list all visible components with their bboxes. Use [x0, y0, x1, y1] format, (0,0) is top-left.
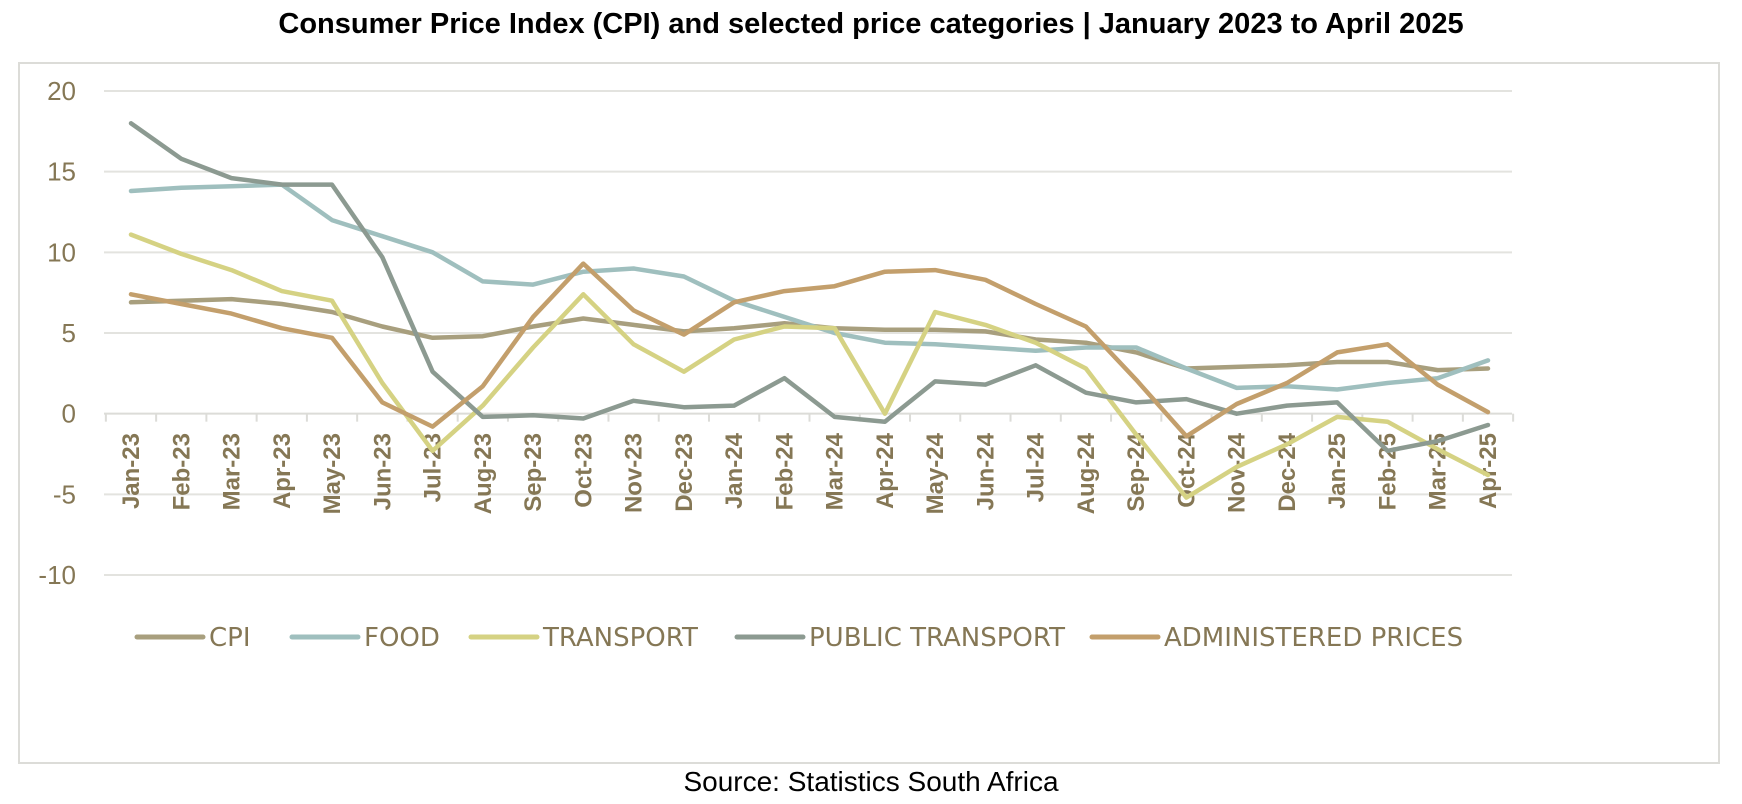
chart-frame: 20 15 10 5 0 -5 -10 Jan-23 Feb-23 Mar-23 Apr-23 Ma…	[18, 62, 1720, 764]
x-tick-label: Jun-23	[369, 433, 396, 510]
x-tick-label: Oct-23	[570, 433, 597, 508]
y-tick-label: 5	[62, 318, 76, 348]
x-tick-label: Jul-24	[1023, 432, 1050, 502]
chart-title: Consumer Price Index (CPI) and selected …	[278, 8, 1464, 40]
x-tick-label: May-23	[319, 433, 346, 514]
series-line-public-transport	[128, 121, 1491, 454]
x-tick-label: Mar-24	[822, 432, 849, 510]
source-note: Source: Statistics South Africa	[683, 766, 1059, 797]
legend-item: PUBLIC TRANSPORT	[734, 623, 1065, 653]
series-lines	[128, 121, 1491, 500]
x-axis-ticks: Jan-23 Feb-23 Mar-23 Apr-23 May-23 Jun-23 Jul-…	[118, 432, 1502, 514]
y-tick-label: 20	[47, 76, 76, 106]
legend: CPI FOOD TRANSPORT PUBLIC TRANSPORT ADMINIST…	[134, 623, 1463, 653]
series-line-transport	[128, 232, 1491, 500]
x-tick-label: Jun-24	[972, 432, 999, 510]
x-tick-label: Dec-23	[671, 433, 698, 512]
x-tick-label: Feb-25	[1374, 433, 1401, 510]
legend-item: CPI	[134, 623, 251, 653]
y-tick-label: 10	[47, 237, 76, 267]
x-tick-label: Apr-24	[872, 432, 899, 509]
series-line-cpi	[128, 296, 1491, 373]
y-tick-label: -5	[53, 479, 76, 509]
legend-label: TRANSPORT	[542, 623, 698, 653]
line-chart: 20 15 10 5 0 -5 -10 Jan-23 Feb-23 Mar-23 Apr-23 Ma…	[38, 76, 1515, 653]
x-axis	[104, 412, 1515, 422]
y-axis-ticks: 20 15 10 5 0 -5 -10	[38, 76, 76, 590]
series-line-food	[128, 182, 1491, 392]
y-tick-label: -10	[38, 560, 76, 590]
x-tick-label: Aug-23	[470, 433, 497, 514]
y-tick-label: 15	[47, 157, 76, 187]
x-tick-label: Nov-23	[621, 433, 648, 513]
x-tick-label: Sep-23	[520, 433, 547, 512]
x-tick-label: Jan-23	[118, 433, 145, 509]
x-tick-label: Jan-25	[1324, 433, 1351, 509]
legend-label: PUBLIC TRANSPORT	[809, 623, 1065, 653]
legend-item: ADMINISTERED PRICES	[1089, 623, 1463, 653]
series-line-administered-prices	[128, 261, 1491, 439]
x-tick-label: Feb-24	[771, 432, 798, 510]
legend-item: FOOD	[289, 623, 440, 653]
gridlines	[104, 90, 1512, 576]
x-tick-label: Feb-23	[168, 433, 195, 510]
legend-label: ADMINISTERED PRICES	[1164, 623, 1463, 653]
x-tick-label: Apr-23	[269, 433, 296, 509]
x-tick-label: Aug-24	[1073, 432, 1100, 514]
legend-item: TRANSPORT	[468, 623, 698, 653]
x-tick-label: May-24	[922, 432, 949, 514]
legend-label: CPI	[209, 623, 251, 653]
x-tick-label: Mar-23	[219, 433, 246, 510]
x-tick-label: Jan-24	[721, 432, 748, 509]
y-tick-label: 0	[62, 399, 76, 429]
legend-label: FOOD	[364, 623, 440, 653]
